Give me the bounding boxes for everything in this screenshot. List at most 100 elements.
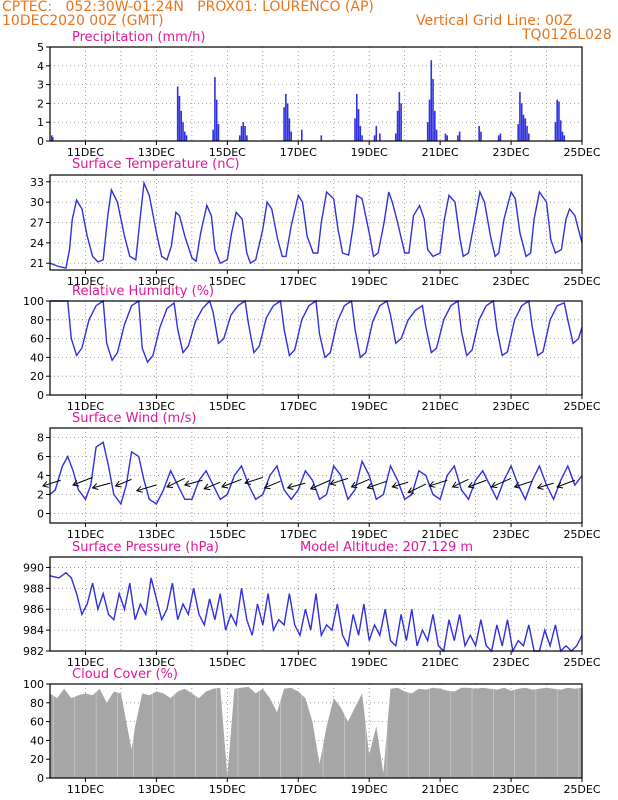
wind-vector xyxy=(537,482,554,489)
wind-vector xyxy=(244,476,263,484)
y-tick-label: 8 xyxy=(37,432,44,445)
wind-vector xyxy=(556,479,576,488)
precip-bar xyxy=(182,122,184,141)
wind-vector xyxy=(367,480,388,489)
precip-bar xyxy=(434,110,436,141)
y-tick-label: 40 xyxy=(30,734,44,747)
y-tick-label: 0 xyxy=(37,389,44,402)
y-tick-label: 6 xyxy=(37,451,44,464)
wind-arrowhead xyxy=(183,480,191,488)
wind-vector xyxy=(429,479,448,487)
temp-panel: Surface Temperature (nC) 21 24 27 30 33 11DEC 1… xyxy=(30,157,601,288)
precip-bar xyxy=(426,122,429,141)
x-tick-label: 19DEC xyxy=(351,275,388,288)
y-tick-label: 3 xyxy=(37,79,44,92)
temp-line xyxy=(49,180,583,269)
precip-bar xyxy=(217,124,220,141)
precip-bar xyxy=(379,133,381,141)
wind-arrowhead xyxy=(490,481,498,489)
precip-bar xyxy=(499,133,502,141)
precip-bar xyxy=(359,125,362,141)
wind-vector xyxy=(72,476,93,486)
wind-arrowhead xyxy=(391,482,399,489)
precip-bar xyxy=(215,99,218,141)
precip-bar xyxy=(435,129,438,141)
x-tick-label: 25DEC xyxy=(563,400,600,413)
precip-bar xyxy=(212,129,214,141)
precip-bar xyxy=(214,77,216,141)
x-tick-label: 11DEC xyxy=(67,275,104,288)
wind-vector xyxy=(514,480,533,488)
precip-bar xyxy=(400,103,402,141)
precip-bar xyxy=(396,110,399,141)
y-tick-label: 60 xyxy=(30,333,44,346)
wind-vector xyxy=(351,478,370,488)
x-tick-label: 13DEC xyxy=(138,656,175,669)
x-tick-label: 13DEC xyxy=(138,783,175,796)
precip-bar xyxy=(50,135,53,141)
wind-arrowhead xyxy=(556,481,564,489)
wind-arrowhead xyxy=(329,479,337,486)
wind-panel: Surface Wind (m/s) 0 2 4 6 8 11DEC 13DEC 15DEC 17… xyxy=(37,411,601,541)
wind-vector xyxy=(491,477,512,488)
wind-vector xyxy=(136,484,157,492)
wind-vector xyxy=(42,479,61,487)
precip-bar xyxy=(290,131,292,141)
precip-bar xyxy=(357,109,360,141)
precip-bar xyxy=(497,135,500,141)
x-tick-label: 23DEC xyxy=(493,275,530,288)
x-tick-label: 13DEC xyxy=(138,146,175,159)
y-tick-label: 0 xyxy=(37,135,44,148)
x-tick-label: 23DEC xyxy=(493,656,530,669)
x-tick-label: 25DEC xyxy=(563,528,600,541)
wind-arrowhead xyxy=(513,482,521,489)
precip-bar xyxy=(375,125,378,141)
wind-arrowhead xyxy=(309,483,317,491)
header-line2: 10DEC2020 00Z (GMT) xyxy=(2,13,164,29)
wind-arrowhead xyxy=(467,481,475,489)
wind-vector xyxy=(452,478,469,488)
precip-bar xyxy=(554,122,557,141)
cloud-panel: Cloud Cover (%) 0 20 40 60 80 100 11DEC 13DEC 15D… xyxy=(23,667,601,796)
wind-line xyxy=(49,441,583,506)
wind-arrowhead xyxy=(166,481,174,488)
y-tick-label: 990 xyxy=(23,561,44,574)
precip-bar xyxy=(517,124,519,141)
y-tick-label: 0 xyxy=(37,772,44,785)
precip-bar xyxy=(478,125,480,141)
precip-bar xyxy=(458,131,461,141)
header-right2: TQ0126L028 xyxy=(522,27,612,43)
y-tick-label: 33 xyxy=(30,176,44,189)
wind-vector xyxy=(392,481,409,488)
precip-bar xyxy=(526,125,528,141)
y-tick-label: 988 xyxy=(23,582,44,595)
wind-vector xyxy=(92,482,111,489)
rh-title: Relative Humidity (%) xyxy=(72,284,214,299)
press-annotation: Model Altitude: 207.129 m xyxy=(300,540,473,555)
wind-arrowhead xyxy=(366,482,374,490)
wind-arrowhead xyxy=(451,481,459,488)
x-tick-label: 19DEC xyxy=(351,783,388,796)
y-tick-label: 1 xyxy=(37,116,44,129)
precip-bar xyxy=(480,131,482,141)
y-tick-label: 0 xyxy=(37,508,44,521)
precip-bar xyxy=(444,133,447,141)
y-tick-label: 40 xyxy=(30,351,44,364)
y-tick-label: 4 xyxy=(37,470,44,483)
wind-arrowhead xyxy=(203,483,211,491)
precip-bar xyxy=(519,92,521,141)
x-tick-label: 21DEC xyxy=(422,275,459,288)
precip-bar xyxy=(244,125,246,141)
x-tick-label: 17DEC xyxy=(280,275,317,288)
x-tick-label: 25DEC xyxy=(563,656,600,669)
press-title: Surface Pressure (hPa) xyxy=(72,540,219,555)
press-frame xyxy=(49,556,583,652)
precip-frame xyxy=(49,46,583,142)
x-tick-label: 23DEC xyxy=(493,400,530,413)
precip-bar xyxy=(238,135,241,141)
precip-bar xyxy=(285,94,287,141)
wind-vector xyxy=(204,481,221,490)
x-tick-label: 11DEC xyxy=(67,146,104,159)
x-tick-label: 21DEC xyxy=(422,656,459,669)
x-tick-label: 17DEC xyxy=(280,656,317,669)
